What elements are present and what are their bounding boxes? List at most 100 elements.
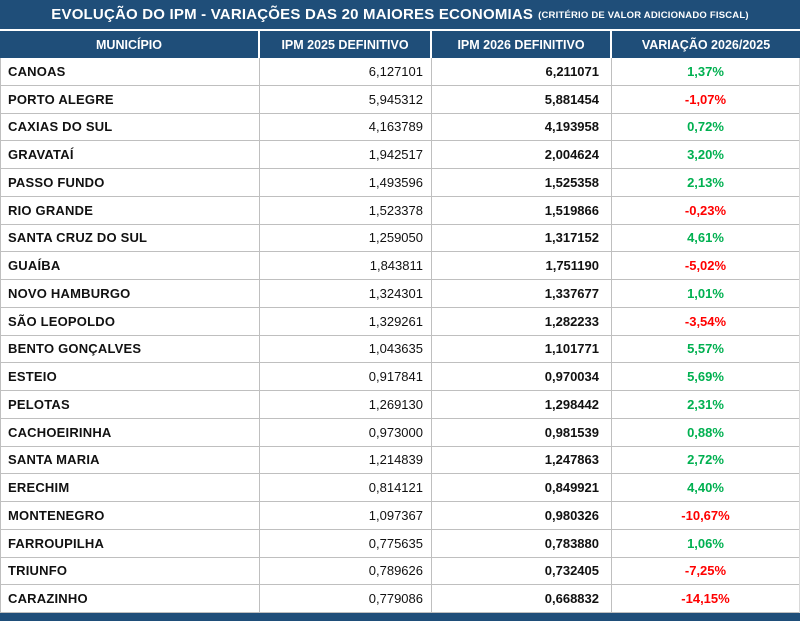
ipm-2026-cell: 0,981539 (431, 418, 611, 446)
ipm-2025-cell: 1,523378 (259, 196, 431, 224)
variation-cell: -3,54% (611, 307, 799, 335)
variation-cell: -1,07% (611, 85, 799, 113)
ipm-2025-cell: 6,127101 (259, 58, 431, 85)
ipm-2025-cell: 0,917841 (259, 363, 431, 390)
table-row: FARROUPILHA 0,775635 0,783880 1,06% (1, 529, 799, 558)
municipality-cell: ESTEIO (8, 369, 57, 385)
ipm-2025-cell: 1,329261 (259, 307, 431, 335)
ipm-2026-cell: 1,519866 (431, 196, 611, 224)
table-row: GUAÍBA 1,843811 1,751190 -5,02% (1, 252, 799, 280)
municipality-cell: TRIUNFO (8, 563, 68, 579)
table-row: BENTO GONÇALVES 1,043635 1,101771 5,57% (1, 335, 799, 364)
municipality-cell: PELOTAS (8, 396, 70, 412)
variation-cell: 1,37% (611, 58, 799, 85)
ipm-2026-cell: 1,751190 (431, 252, 611, 279)
ipm-2026-cell: 2,004624 (431, 141, 611, 168)
municipality-cell: NOVO HAMBURGO (8, 285, 131, 301)
ipm-2025-cell: 0,973000 (259, 418, 431, 446)
ipm-2025-cell: 1,097367 (259, 502, 431, 529)
variation-cell: 4,61% (611, 224, 799, 252)
table-header-row: MUNICÍPIO IPM 2025 DEFINITIVO IPM 2026 D… (0, 31, 800, 58)
ipm-2025-cell: 1,324301 (259, 280, 431, 307)
ipm-2025-cell: 1,942517 (259, 141, 431, 168)
table-row: PORTO ALEGRE 5,945312 5,881454 -1,07% (1, 85, 799, 114)
table-footer-bar (0, 613, 800, 621)
table-row: PELOTAS 1,269130 1,298442 2,31% (1, 391, 799, 419)
ipm-2025-cell: 0,789626 (259, 557, 431, 585)
municipality-cell: PORTO ALEGRE (8, 91, 114, 107)
table-row: TRIUNFO 0,789626 0,732405 -7,25% (1, 557, 799, 586)
ipm-2026-cell: 4,193958 (431, 113, 611, 141)
table-row: PASSO FUNDO 1,493596 1,525358 2,13% (1, 169, 799, 197)
table-row: NOVO HAMBURGO 1,324301 1,337677 1,01% (1, 280, 799, 308)
column-header-variation: VARIAÇÃO 2026/2025 (610, 31, 800, 58)
table-row: RIO GRANDE 1,523378 1,519866 -0,23% (1, 196, 799, 225)
ipm-2026-cell: 0,732405 (431, 557, 611, 585)
table-row: CARAZINHO 0,779086 0,668832 -14,15% (1, 585, 799, 613)
ipm-2026-cell: 1,317152 (431, 224, 611, 252)
municipality-cell: CACHOEIRINHA (8, 424, 112, 440)
variation-cell: -5,02% (611, 252, 799, 279)
ipm-2026-cell: 0,783880 (431, 529, 611, 557)
table-row: GRAVATAÍ 1,942517 2,004624 3,20% (1, 141, 799, 169)
municipality-cell: GRAVATAÍ (8, 147, 74, 163)
ipm-2026-cell: 1,337677 (431, 280, 611, 307)
variation-cell: -14,15% (611, 585, 799, 612)
table-row: CANOAS 6,127101 6,211071 1,37% (1, 58, 799, 86)
ipm-2025-cell: 0,814121 (259, 474, 431, 501)
municipality-cell: FARROUPILHA (8, 535, 105, 551)
table-title-bar: EVOLUÇÃO DO IPM - VARIAÇÕES DAS 20 MAIOR… (0, 0, 800, 31)
variation-cell: 1,01% (611, 280, 799, 307)
municipality-cell: BENTO GONÇALVES (8, 341, 142, 357)
ipm-2026-cell: 1,298442 (431, 391, 611, 418)
column-header-ipm-2026: IPM 2026 DEFINITIVO (430, 31, 610, 58)
table-title-qualifier: (CRITÉRIO DE VALOR ADICIONADO FISCAL) (538, 10, 749, 21)
municipality-cell: ERECHIM (8, 480, 70, 496)
table-row: SANTA MARIA 1,214839 1,247863 2,72% (1, 446, 799, 475)
table-row: SANTA CRUZ DO SUL 1,259050 1,317152 4,61… (1, 224, 799, 253)
column-header-municipality: MUNICÍPIO (96, 37, 162, 52)
ipm-2026-cell: 0,849921 (431, 474, 611, 501)
ipm-2025-cell: 1,214839 (259, 446, 431, 474)
table-row: ESTEIO 0,917841 0,970034 5,69% (1, 363, 799, 391)
variation-cell: 2,13% (611, 169, 799, 196)
ipm-2025-cell: 1,843811 (259, 252, 431, 279)
variation-cell: 0,72% (611, 113, 799, 141)
municipality-cell: CANOAS (8, 63, 66, 79)
municipality-cell: SÃO LEOPOLDO (8, 313, 116, 329)
municipality-cell: SANTA CRUZ DO SUL (8, 230, 148, 246)
variation-cell: 2,31% (611, 391, 799, 418)
variation-cell: 0,88% (611, 418, 799, 446)
municipality-cell: RIO GRANDE (8, 202, 94, 218)
ipm-2025-cell: 1,269130 (259, 391, 431, 418)
variation-cell: 3,20% (611, 141, 799, 168)
ipm-2026-cell: 1,525358 (431, 169, 611, 196)
municipality-cell: CAXIAS DO SUL (8, 119, 113, 135)
ipm-2025-cell: 1,043635 (259, 335, 431, 363)
variation-cell: -7,25% (611, 557, 799, 585)
ipm-2025-cell: 0,779086 (259, 585, 431, 612)
ipm-2026-cell: 1,282233 (431, 307, 611, 335)
ipm-2026-cell: 0,980326 (431, 502, 611, 529)
variation-cell: 4,40% (611, 474, 799, 501)
ipm-2026-cell: 6,211071 (431, 58, 611, 85)
variation-cell: 1,06% (611, 529, 799, 557)
variation-cell: 5,57% (611, 335, 799, 363)
column-header-ipm-2025: IPM 2025 DEFINITIVO (258, 31, 430, 58)
variation-cell: -0,23% (611, 196, 799, 224)
municipality-cell: CARAZINHO (8, 591, 88, 607)
ipm-2026-cell: 0,668832 (431, 585, 611, 612)
municipality-cell: SANTA MARIA (8, 452, 100, 468)
ipm-2025-cell: 0,775635 (259, 529, 431, 557)
ipm-2026-cell: 1,101771 (431, 335, 611, 363)
table-body: CANOAS 6,127101 6,211071 1,37% PORTO ALE… (0, 58, 800, 613)
municipality-cell: GUAÍBA (8, 258, 61, 274)
ipm-2026-cell: 1,247863 (431, 446, 611, 474)
table-row: ERECHIM 0,814121 0,849921 4,40% (1, 474, 799, 502)
ipm-2025-cell: 1,259050 (259, 224, 431, 252)
municipality-cell: MONTENEGRO (8, 507, 105, 523)
table-row: MONTENEGRO 1,097367 0,980326 -10,67% (1, 502, 799, 530)
ipm-2026-cell: 5,881454 (431, 85, 611, 113)
ipm-2025-cell: 1,493596 (259, 169, 431, 196)
